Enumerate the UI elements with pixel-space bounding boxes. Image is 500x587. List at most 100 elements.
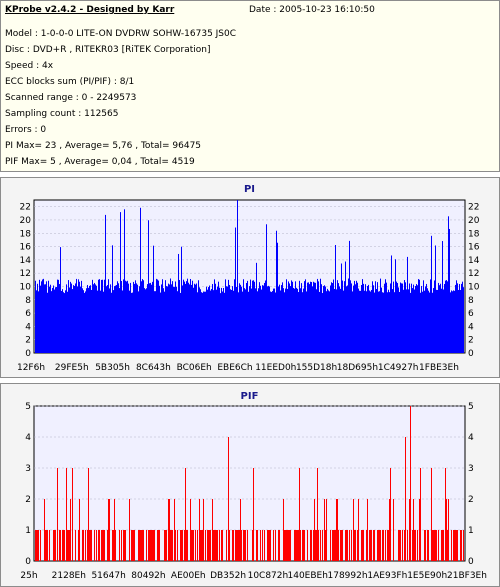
bar (394, 292, 395, 353)
y-tick-label: 3 (25, 464, 31, 474)
bar (74, 285, 75, 353)
bar (233, 530, 234, 561)
bar (331, 282, 332, 353)
bar (355, 284, 356, 353)
bar (200, 289, 201, 353)
bar (257, 530, 258, 561)
bar (63, 530, 64, 561)
bar (86, 288, 87, 353)
bar (210, 530, 211, 561)
bar (227, 286, 228, 353)
bar (84, 292, 85, 353)
bar (143, 530, 144, 561)
bar (138, 530, 139, 561)
bar (345, 261, 346, 353)
y-tick-label: 2 (25, 336, 31, 346)
bar (58, 279, 59, 353)
bar (237, 200, 238, 353)
bar (115, 285, 116, 353)
bar (448, 499, 449, 561)
y-tick-label-right: 0 (468, 349, 474, 359)
bar (373, 530, 374, 561)
bar (256, 530, 257, 561)
bar (290, 530, 291, 561)
bar (349, 530, 350, 561)
bar (188, 282, 189, 353)
bar (322, 530, 323, 561)
bar (154, 291, 155, 353)
x-tick-label: 11EED0h (255, 363, 296, 373)
bar (211, 288, 212, 353)
bar (207, 289, 208, 353)
bar (334, 530, 335, 561)
bar (305, 279, 306, 353)
bar (140, 207, 141, 353)
bar (354, 280, 355, 353)
bar (108, 279, 109, 353)
bar (303, 530, 304, 561)
bar (152, 530, 153, 561)
bar (192, 280, 193, 353)
bar (189, 284, 190, 353)
bar (351, 530, 352, 561)
bar (62, 289, 63, 353)
bar (53, 530, 54, 561)
x-tick-label: DB352h (210, 571, 246, 581)
bar (191, 284, 192, 353)
bar (218, 281, 219, 353)
bar (402, 283, 403, 353)
y-tick-label-right: 1 (468, 526, 474, 536)
bar (387, 292, 388, 353)
bar (184, 530, 185, 561)
bar (110, 284, 111, 353)
bar (362, 530, 363, 561)
bar (295, 530, 296, 561)
bar (275, 530, 276, 561)
bar (134, 530, 135, 561)
bar (265, 280, 266, 353)
bar (445, 468, 446, 561)
bar (368, 284, 369, 353)
bar (167, 286, 168, 353)
bar (346, 530, 347, 561)
bar (372, 281, 373, 353)
bar (438, 530, 439, 561)
bar (237, 530, 238, 561)
bar (320, 530, 321, 561)
bar (37, 530, 38, 561)
bar (342, 280, 343, 353)
bar (300, 288, 301, 353)
bar (336, 499, 337, 561)
bar (451, 290, 452, 353)
bar (337, 280, 338, 353)
bar (310, 530, 311, 561)
bar (127, 280, 128, 353)
bar (108, 499, 109, 561)
bar (164, 291, 165, 353)
bar (354, 530, 355, 561)
bar (327, 288, 328, 353)
bar (54, 289, 55, 353)
bar (80, 286, 81, 353)
y-tick-label: 12 (20, 269, 31, 279)
bar (413, 499, 414, 561)
bar (363, 530, 364, 561)
bar (417, 285, 418, 353)
bar (141, 530, 142, 561)
info-errors: Errors : 0 (5, 125, 47, 135)
x-tick-label: 25h (20, 571, 37, 581)
bar (123, 279, 124, 353)
bar (88, 468, 89, 561)
bar (416, 284, 417, 353)
info-scanned-range: Scanned range : 0 - 2249573 (5, 93, 137, 103)
bar (219, 287, 220, 353)
bar (392, 289, 393, 353)
bar (243, 279, 244, 353)
bar (190, 278, 191, 353)
y-tick-label: 1 (25, 526, 31, 536)
bar (283, 499, 284, 561)
bar (287, 288, 288, 353)
bar (117, 281, 118, 353)
bar (252, 530, 253, 561)
bar-series (35, 200, 464, 353)
